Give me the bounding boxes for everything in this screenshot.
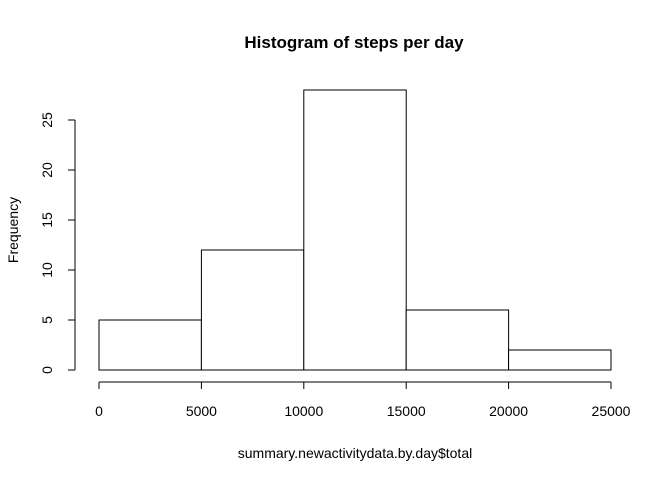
y-axis: 0 5 10 15 20 25 — [39, 112, 76, 374]
x-axis: 0 5000 10000 15000 20000 25000 — [95, 381, 631, 419]
y-tick-label: 5 — [39, 316, 55, 324]
histogram-bar — [98, 319, 202, 371]
y-axis-label: Frequency — [5, 197, 21, 263]
histogram-bar — [303, 89, 407, 371]
x-tick-label: 15000 — [387, 403, 426, 419]
y-tick-label: 10 — [39, 262, 55, 278]
histogram-bar — [508, 349, 612, 371]
x-tick-label: 25000 — [592, 403, 631, 419]
histogram-bar — [200, 249, 305, 371]
x-tick-label: 5000 — [186, 403, 217, 419]
y-tick-label: 20 — [39, 162, 55, 178]
bars-group — [98, 89, 612, 371]
chart-title: Histogram of steps per day — [244, 33, 464, 52]
y-tick-label: 25 — [39, 112, 55, 128]
x-tick-label: 0 — [95, 403, 103, 419]
x-axis-label: summary.newactivitydata.by.day$total — [238, 445, 472, 461]
histogram-bar — [405, 309, 510, 371]
x-tick-label: 10000 — [284, 403, 323, 419]
y-tick-label: 0 — [39, 366, 55, 374]
y-tick-label: 15 — [39, 212, 55, 228]
x-tick-label: 20000 — [489, 403, 528, 419]
